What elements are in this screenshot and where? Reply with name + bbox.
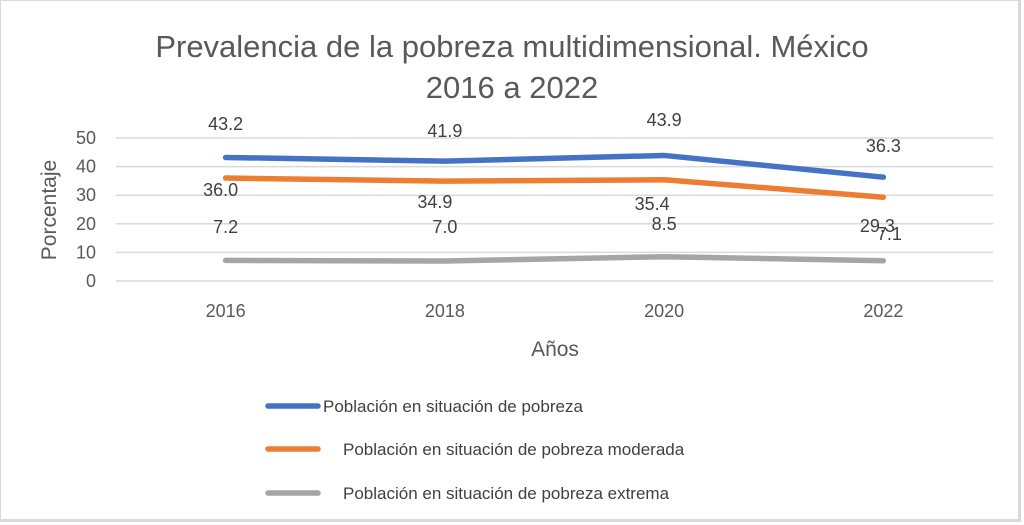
y-tick-label: 30 [76,185,96,205]
x-tick-label: 2018 [425,301,465,321]
data-label: 8.5 [652,214,677,234]
chart-title-line-1: Prevalencia de la pobreza multidimension… [155,29,868,64]
x-axis-title: Años [531,338,579,361]
data-label: 43.2 [208,114,243,134]
y-tick-label: 50 [76,128,96,148]
y-axis-ticks: 0 10 20 30 40 50 [76,128,96,291]
x-tick-label: 2020 [644,301,684,321]
x-tick-label: 2022 [863,301,903,321]
gridlines [116,137,993,282]
y-tick-label: 20 [76,214,96,234]
x-tick-label: 2016 [206,301,246,321]
series-line [222,152,887,180]
data-label: 36.0 [203,180,238,200]
data-label: 41.9 [427,121,462,141]
legend-label: Población en situación de pobreza modera… [343,440,685,459]
data-labels: 43.2 41.9 43.9 36.3 36.0 34.9 35.4 29.3 7.2 7.0 8.… [203,110,902,244]
data-label: 34.9 [417,192,452,212]
series-line [222,175,887,200]
y-tick-label: 10 [76,242,96,262]
chart-title-line-2: 2016 a 2022 [426,70,598,105]
legend-label: Población en situación de pobreza [323,397,583,416]
data-label: 35.4 [635,194,670,214]
data-label: 43.9 [647,110,682,130]
y-tick-label: 0 [86,271,96,291]
y-axis-title: Porcentaje [38,160,61,260]
series-lines [222,152,887,264]
legend-label: Población en situación de pobreza extrem… [343,484,670,503]
data-label: 36.3 [866,136,901,156]
chart-title: Prevalencia de la pobreza multidimension… [155,29,868,105]
y-tick-label: 40 [76,157,96,177]
x-axis-ticks: 2016 2018 2020 2022 [206,301,904,321]
data-label: 7.1 [877,224,902,244]
series-line [222,253,887,264]
data-label: 29.3 [860,216,895,236]
legend: Población en situación de pobreza Poblaci… [265,397,685,503]
data-label: 7.0 [432,217,457,237]
data-label: 7.2 [213,217,238,237]
